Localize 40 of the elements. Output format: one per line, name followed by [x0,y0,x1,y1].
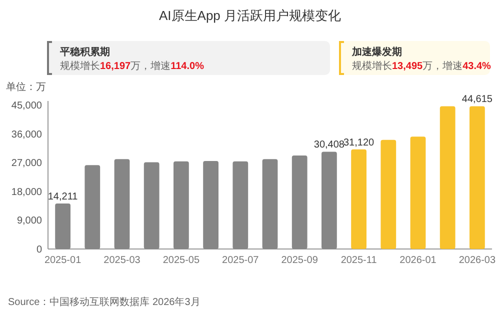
source-note: Source：中国移动互联网数据库 2026年3月 [8,296,200,308]
bar [114,159,130,249]
bar [322,152,337,249]
bar [440,106,456,249]
bar [351,149,366,249]
x-tick-label: 2025-11 [340,255,378,266]
text: 平稳积累期 [59,46,110,58]
chart-title: AI原生App 月活跃用户规模变化 [158,8,342,23]
x-tick-label: 2026-01 [400,255,437,266]
y-axis-title: 单位：万 [6,81,46,93]
bar [144,162,160,249]
data-label: 31,120 [344,137,375,148]
x-tick-label: 2025-01 [44,255,82,266]
bar [55,204,70,249]
y-tick-label: 45,000 [11,100,42,112]
x-tick-label: 2026-03 [458,255,496,266]
bar [262,159,278,249]
x-tick-label: 2025-09 [281,255,318,266]
y-tick-label: 9,000 [16,216,42,227]
x-tick-label: 2025-03 [104,255,141,266]
x-tick-label: 2025-05 [162,255,200,266]
bar [410,136,426,249]
data-label: 30,408 [314,140,345,151]
bar [232,161,248,249]
y-tick-label: 27,000 [11,158,42,170]
text: 规模增长16,197万，增速114.0% [60,60,204,72]
bar [380,140,396,249]
data-label: 14,211 [48,192,78,203]
y-tick-label: 18,000 [11,186,42,198]
y-tick-label: 36,000 [11,129,42,140]
bar [470,106,485,249]
data-label: 44,615 [462,94,493,106]
y-tick-label: 0 [36,244,42,256]
x-tick-label: 2025-07 [222,255,260,266]
bar [174,161,189,249]
bar [203,161,218,249]
text: 规模增长13,495万，增速43.4% [352,60,492,72]
bar [84,165,100,249]
text: 加速爆发期 [351,46,402,58]
bar [292,156,308,249]
